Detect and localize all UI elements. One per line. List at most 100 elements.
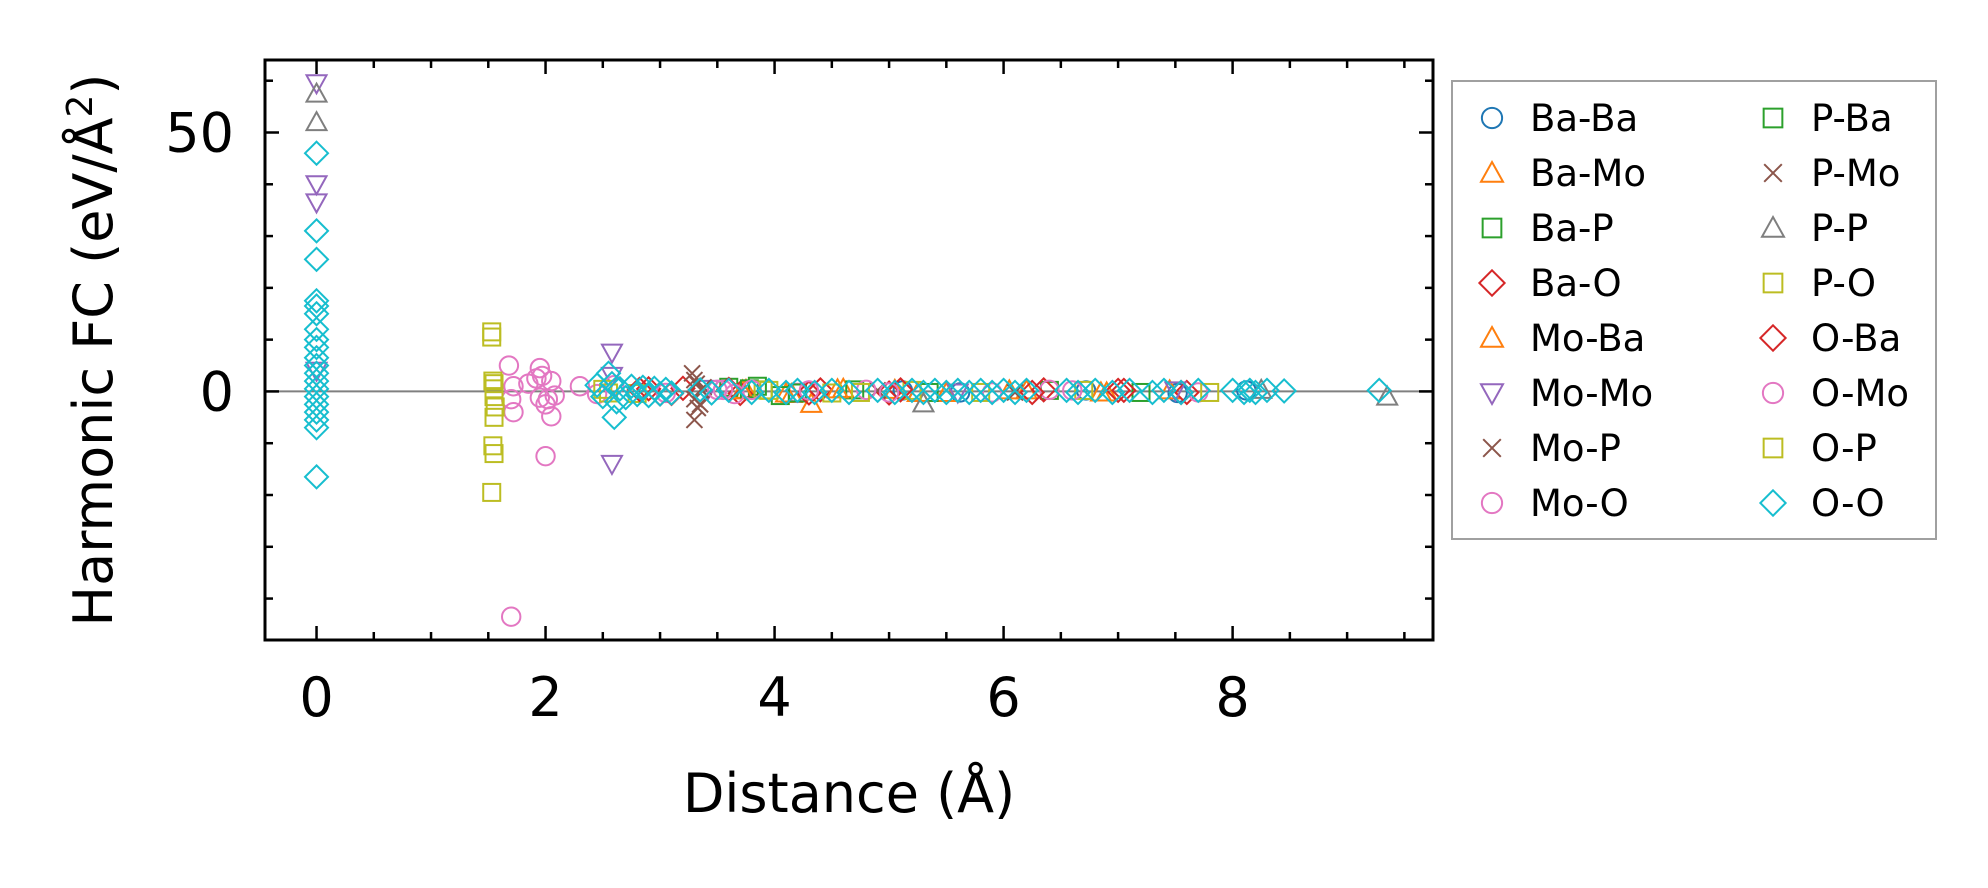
legend-frame (1451, 80, 1937, 540)
point-mo-mo-2 (304, 193, 329, 215)
legend-marker-ba-ba (1480, 106, 1504, 130)
data-markers (303, 74, 1399, 627)
point-o-o-19 (303, 463, 330, 490)
point-p-p-3 (1375, 384, 1399, 406)
legend-marker-ba-mo (1479, 159, 1505, 183)
point-o-o-38 (715, 377, 742, 404)
legend-label-p-mo: P-Mo (1811, 152, 1900, 195)
point-mo-mo-6 (600, 454, 624, 476)
legend-marker-o-p (1762, 437, 1784, 459)
point-o-o-46 (864, 377, 891, 404)
point-p-p-2 (911, 391, 936, 413)
point-p-o-8 (482, 482, 502, 502)
x-tick-label-0: 0 (299, 666, 333, 729)
point-o-o-57 (1002, 379, 1028, 406)
point-o-o-52 (944, 377, 971, 404)
point-o-o-40 (755, 377, 782, 404)
y-axis-label-sup: 2 (60, 95, 101, 118)
legend-label-ba-p: Ba-P (1530, 207, 1614, 250)
point-p-mo-0 (685, 371, 704, 389)
point-o-o-53 (956, 379, 983, 406)
legend-label-mo-p: Mo-P (1530, 427, 1621, 470)
y-tick-label-0: 0 (200, 360, 234, 423)
point-o-o-16 (303, 399, 330, 426)
legend-item-p-ba: P-Ba (1762, 97, 1893, 140)
point-mo-mo-0 (304, 74, 329, 96)
point-o-o-24 (601, 404, 628, 431)
legend-marker-p-p (1760, 214, 1786, 238)
point-o-o-68 (1219, 377, 1246, 404)
point-o-p-0 (484, 407, 504, 427)
point-o-o-54 (967, 377, 994, 404)
legend-marker-o-mo (1761, 381, 1785, 405)
point-mo-o-12 (569, 376, 591, 397)
point-o-o-64 (1139, 379, 1166, 406)
point-o-o-18 (303, 414, 330, 441)
x-tick-label-2: 2 (528, 666, 562, 729)
series-p-o (482, 322, 1220, 502)
axis-ticks (265, 60, 1433, 640)
point-o-o-45 (836, 379, 862, 406)
point-o-o-49 (910, 379, 937, 406)
legend-label-p-ba: P-Ba (1811, 97, 1893, 140)
point-o-o-63 (1116, 377, 1143, 404)
point-o-o-69 (1231, 379, 1257, 406)
point-o-o-33 (647, 381, 673, 407)
point-p-p-1 (304, 110, 329, 132)
point-o-o-61 (1082, 377, 1109, 404)
legend-marker-mo-p (1482, 438, 1502, 458)
point-o-o-42 (784, 377, 811, 404)
legend-item-o-p: O-P (1762, 427, 1877, 470)
point-o-o-25 (603, 388, 630, 415)
point-o-o-55 (979, 379, 1006, 406)
legend-marker-mo-ba (1479, 324, 1505, 348)
y-axis-label: Harmonic FC (eV/Å2) (60, 74, 126, 627)
y-axis-label-main: Harmonic FC (eV/Å (61, 117, 125, 626)
x-axis-label: Distance (Å) (683, 761, 1015, 825)
legend-item-ba-mo: Ba-Mo (1479, 152, 1646, 195)
point-o-o-17 (303, 406, 330, 433)
legend-item-o-o: O-O (1758, 482, 1885, 525)
point-mo-o-4 (529, 357, 551, 379)
point-o-o-70 (1236, 377, 1263, 404)
point-p-o-16 (1200, 382, 1220, 402)
point-o-o-58 (1013, 377, 1040, 404)
point-o-o-27 (612, 384, 639, 411)
point-o-o-14 (303, 383, 330, 410)
point-o-o-65 (1150, 377, 1177, 404)
point-o-o-41 (773, 379, 799, 406)
legend-label-o-mo: O-Mo (1811, 372, 1909, 415)
point-o-o-48 (899, 377, 925, 404)
legend-item-ba-ba: Ba-Ba (1480, 97, 1638, 140)
point-mo-p-1 (685, 411, 704, 429)
point-mo-o-22 (500, 606, 522, 627)
point-mo-o-6 (535, 445, 556, 467)
point-o-o-26 (607, 375, 633, 402)
point-p-o-7 (484, 444, 504, 464)
point-o-o-59 (1053, 377, 1080, 404)
point-o-o-44 (818, 377, 845, 404)
point-o-ba-5 (1019, 379, 1046, 406)
point-o-o-22 (595, 360, 622, 387)
series-mo-mo (304, 74, 1188, 476)
legend-label-p-p: P-P (1811, 207, 1868, 250)
plot-frame (263, 58, 1435, 642)
legend-item-p-mo: P-Mo (1763, 152, 1900, 195)
legend-marker-ba-o (1477, 268, 1507, 298)
tick-labels: 0 2 4 6 8 0 50 (165, 102, 1250, 730)
point-p-mo-1 (689, 399, 707, 417)
legend-marker-p-o (1762, 272, 1784, 294)
legend-label-ba-o: Ba-O (1530, 262, 1622, 305)
point-p-o-5 (485, 397, 505, 417)
point-mo-mo-8 (946, 383, 970, 405)
point-o-o-73 (1271, 377, 1298, 404)
point-o-p-1 (484, 374, 504, 394)
point-mo-o-16 (712, 379, 734, 401)
point-o-ba-6 (1110, 377, 1137, 404)
point-o-o-67 (1185, 377, 1212, 404)
legend-marker-p-mo (1763, 163, 1783, 183)
point-mo-mo-4 (600, 343, 624, 365)
legend-item-p-p: P-P (1760, 207, 1868, 250)
